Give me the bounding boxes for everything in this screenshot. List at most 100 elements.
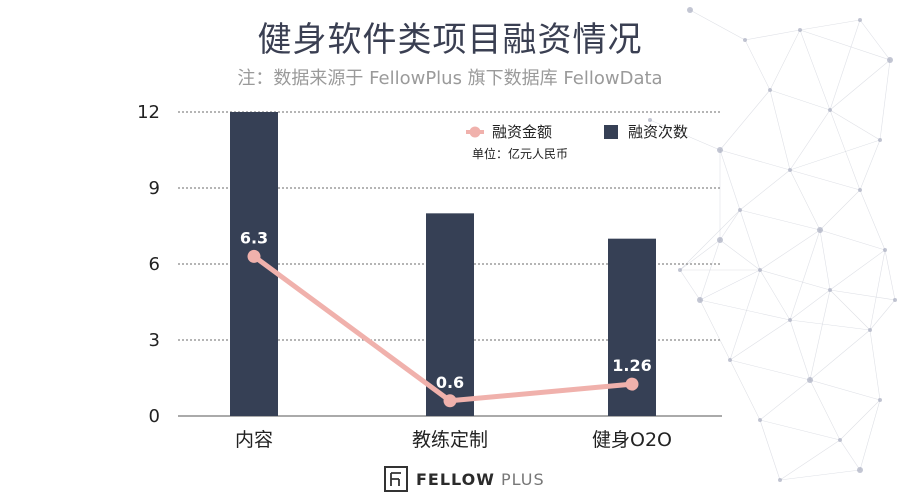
network-node (807, 377, 813, 383)
legend-label-count: 融资次数 (628, 123, 688, 141)
network-node (858, 188, 862, 192)
network-node (738, 208, 742, 212)
network-link (769, 29, 801, 91)
network-node (743, 38, 747, 42)
network-link (719, 149, 741, 211)
brand-name-light: PLUS (501, 469, 545, 489)
network-node (887, 57, 893, 63)
network-link (829, 289, 871, 331)
data-label: 0.6 (436, 373, 464, 392)
network-node (788, 168, 792, 172)
network-link (829, 109, 861, 191)
y-tick-label: 0 (149, 406, 160, 427)
brand-name: FELLOW PLUS (416, 470, 545, 489)
network-link (769, 89, 831, 111)
network-link (699, 269, 761, 301)
network-link (809, 379, 881, 401)
network-link (789, 139, 881, 171)
network-node (697, 297, 703, 303)
network-link (839, 399, 881, 441)
network-link (759, 419, 841, 441)
unit-note: 单位：亿元人民币 (472, 146, 568, 161)
y-tick-label: 12 (137, 102, 160, 123)
x-category-label: 内容 (235, 429, 273, 451)
legend-label-amount: 融资金额 (492, 123, 552, 141)
network-link (719, 239, 761, 271)
network-link (879, 59, 891, 141)
y-tick-label: 9 (149, 178, 160, 199)
network-node (817, 227, 823, 233)
footer-brand: FELLOW PLUS (384, 464, 545, 494)
chart-subtitle: 注：数据来源于 FellowPlus 旗下数据库 FellowData (237, 68, 663, 89)
network-node (858, 18, 862, 22)
network-link (729, 269, 761, 361)
bar (426, 213, 474, 416)
network-node (758, 268, 762, 272)
legend-line-marker (469, 126, 481, 138)
network-link (719, 209, 741, 241)
network-link (789, 109, 831, 171)
network-link (729, 319, 791, 361)
network-node (648, 118, 652, 122)
network-link (769, 89, 791, 171)
network-link (739, 209, 821, 231)
network-link (744, 39, 771, 91)
network-link (819, 189, 861, 231)
network-node (828, 288, 832, 292)
line-point (625, 377, 639, 391)
fellowplus-logo-icon (384, 466, 408, 492)
network-link (829, 289, 896, 301)
network-link (809, 289, 831, 381)
network-node (687, 7, 693, 13)
network-link (789, 169, 861, 191)
network-link (679, 239, 721, 271)
x-category-label: 健身O2O (592, 429, 672, 451)
network-node (838, 438, 842, 442)
network-link (759, 229, 821, 271)
network-link (789, 169, 821, 231)
network-link (789, 289, 831, 321)
network-link (744, 29, 801, 41)
network-link (759, 419, 781, 481)
data-label: 1.26 (612, 356, 651, 375)
network-link (739, 209, 761, 271)
network-node (778, 478, 782, 482)
network-node (878, 398, 882, 402)
network-link (829, 109, 881, 141)
network-link (779, 469, 861, 481)
legend-bar-swatch (604, 125, 618, 139)
network-link (759, 269, 831, 291)
network-link (859, 189, 886, 251)
network-node (717, 147, 723, 153)
network-link (739, 169, 791, 211)
network-node (678, 268, 682, 272)
network-link (649, 119, 721, 151)
line-point (247, 249, 261, 263)
network-link (799, 19, 861, 31)
network-link (759, 379, 811, 421)
network-link (679, 269, 701, 301)
network-link (884, 249, 896, 301)
network-link (859, 19, 891, 61)
bar (230, 112, 278, 416)
network-link (699, 239, 721, 301)
network-link (799, 29, 831, 111)
network-link (829, 19, 861, 111)
network-node (798, 28, 802, 32)
network-link (779, 439, 841, 481)
network-node (857, 467, 863, 473)
network-link (799, 29, 891, 61)
network-link (859, 139, 881, 191)
network-link (719, 89, 771, 151)
network-link (859, 399, 881, 471)
network-link (689, 9, 746, 41)
x-category-label: 教练定制 (412, 429, 488, 451)
network-link (679, 209, 741, 271)
network-link (719, 149, 791, 171)
data-label: 6.3 (240, 228, 268, 247)
network-link (699, 299, 731, 361)
network-link (819, 229, 831, 291)
network-link (829, 59, 891, 111)
